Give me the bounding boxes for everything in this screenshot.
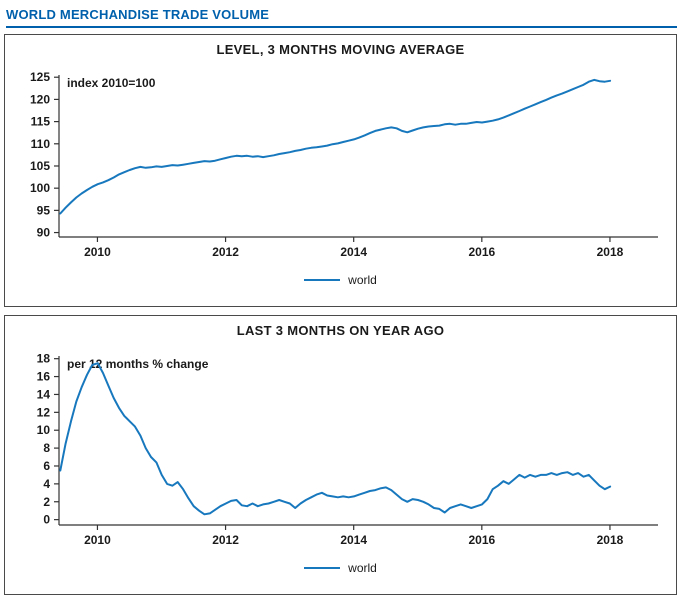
- svg-text:125: 125: [30, 70, 50, 84]
- svg-text:2016: 2016: [468, 245, 495, 259]
- svg-text:2012: 2012: [212, 245, 239, 259]
- svg-text:2010: 2010: [84, 245, 111, 259]
- yoy-line-chart: 0 2 4 6 8 10 12 14 16 18 2010 2012 2014 2016 2018 per 1…: [37, 352, 658, 547]
- legend-label-world: world: [348, 273, 377, 287]
- svg-text:120: 120: [30, 92, 50, 106]
- chart-title-yoy: LAST 3 MONTHS ON YEAR AGO: [236, 323, 445, 338]
- title-underline: [6, 26, 677, 28]
- svg-text:0: 0: [43, 513, 50, 527]
- svg-text:2014: 2014: [340, 245, 367, 259]
- svg-text:2010: 2010: [84, 533, 111, 547]
- svg-text:90: 90: [37, 226, 51, 240]
- page-header: WORLD MERCHANDISE TRADE VOLUME: [0, 0, 681, 28]
- svg-text:115: 115: [31, 115, 51, 129]
- svg-text:2016: 2016: [468, 533, 495, 547]
- svg-text:2: 2: [43, 495, 50, 509]
- svg-text:110: 110: [31, 137, 51, 151]
- svg-text:16: 16: [37, 370, 51, 384]
- svg-text:8: 8: [43, 441, 50, 455]
- legend-line-swatch: [304, 279, 341, 281]
- svg-text:2018: 2018: [597, 533, 624, 547]
- svg-text:100: 100: [30, 181, 50, 195]
- svg-text:2018: 2018: [597, 245, 624, 259]
- svg-text:10: 10: [37, 423, 51, 437]
- svg-text:95: 95: [37, 203, 51, 217]
- svg-text:2012: 2012: [212, 533, 239, 547]
- svg-text:4: 4: [43, 477, 50, 491]
- svg-text:per 12 months % change: per 12 months % change: [67, 357, 209, 371]
- svg-text:2014: 2014: [340, 533, 367, 547]
- page-title: WORLD MERCHANDISE TRADE VOLUME: [6, 7, 270, 22]
- svg-text:18: 18: [37, 352, 51, 366]
- legend-line-swatch: [304, 567, 341, 569]
- svg-text:6: 6: [43, 459, 50, 473]
- level-line-chart: 90 95 100 105 110 115 120 125 2010 2012 2014 2016 20…: [30, 70, 658, 259]
- svg-text:12: 12: [37, 405, 51, 419]
- chart-box-level: LEVEL, 3 MONTHS MOVING AVERAGE 90 95 100 10…: [4, 34, 677, 307]
- legend-yoy: world: [5, 555, 676, 581]
- chart-title-level: LEVEL, 3 MONTHS MOVING AVERAGE: [216, 42, 465, 57]
- svg-text:index 2010=100: index 2010=100: [67, 76, 156, 90]
- legend-label-world: world: [348, 561, 377, 575]
- chart-box-yoy: LAST 3 MONTHS ON YEAR AGO 0 2 4 6 8 10 12 14 16 1…: [4, 315, 677, 595]
- svg-text:105: 105: [30, 159, 50, 173]
- legend-level: world: [5, 267, 676, 293]
- svg-text:14: 14: [37, 387, 51, 401]
